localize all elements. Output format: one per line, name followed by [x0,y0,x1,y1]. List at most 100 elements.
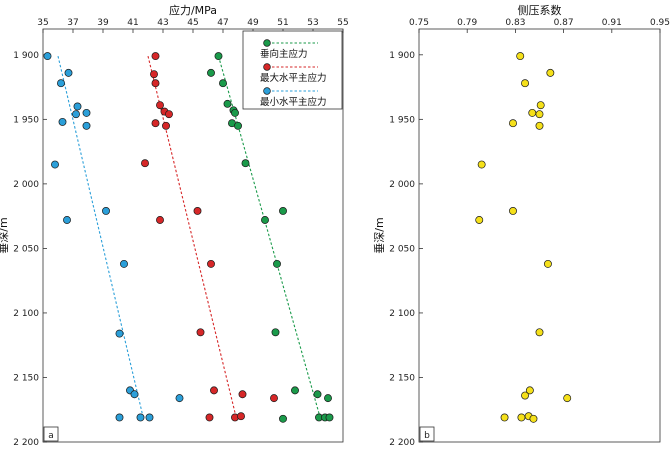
y-tick-label: 2 000 [389,180,415,190]
y-tick-label: 2 000 [13,180,39,190]
data-point [196,328,205,337]
data-point [535,328,544,337]
data-point [279,414,287,423]
data-point [528,108,537,117]
data-point [223,99,232,108]
data-point [115,413,124,422]
y-tick-label: 2 200 [389,438,415,448]
data-point [214,52,223,61]
panel-a: 应力/MPa 垂深/m 35 37 39 41 43 45 47 49 51 53 55 1 900 1 9… [0,3,349,448]
data-point [536,101,545,110]
x-tick-label: 0.79 [457,18,477,28]
data-point [509,207,517,215]
x-tick-label: 41 [127,18,138,28]
data-point [120,259,128,268]
data-point [313,390,322,399]
data-point [165,110,173,119]
data-point [543,259,552,268]
plot-frame [418,28,661,443]
x-tick-label: 55 [337,18,348,28]
legend-label: 最大水平主应力 [260,72,327,84]
data-point [241,159,250,168]
data-point [193,207,202,215]
panel-label: a [48,431,54,441]
x-tick-label: 51 [277,18,288,28]
y-tick-label: 1 950 [389,115,415,125]
y-tick-label: 2 150 [389,373,415,383]
x-tick-label: 0.91 [602,18,622,28]
panel-label-box [419,426,435,442]
data-point [175,394,184,403]
data-point [130,390,139,399]
data-point [73,102,82,111]
y-tick-label: 2 050 [389,244,415,254]
data-point [210,386,218,395]
data-point [529,414,538,423]
data-point [231,108,239,117]
y-tick-label: 2 200 [13,438,39,448]
x-tick-label: 49 [247,18,259,28]
data-point [234,121,242,130]
data-point [238,390,247,399]
x-tick-label: 0.95 [650,18,670,28]
data-point [136,413,145,422]
data-point [72,110,80,119]
data-point [237,412,245,421]
data-point [546,68,555,77]
legend-marker [263,39,271,47]
data-point [82,121,91,130]
data-point [509,119,517,128]
legend-label: 垂向主应力 [260,48,308,60]
legend-label: 最小水平主应力 [260,96,327,108]
data-point [150,70,158,79]
panel-label: b [424,431,430,441]
data-point [324,394,332,403]
x-tick-label: 53 [307,18,318,28]
data-point [219,79,227,88]
y-axis-label: 垂深/m [373,217,386,253]
y-tick-label: 1 950 [13,115,39,125]
y-tick-label: 1 900 [13,51,39,61]
data-point [43,52,52,61]
data-point [102,207,110,215]
data-point [500,413,509,422]
y-tick-label: 2 100 [13,309,39,319]
data-point [58,117,67,126]
y-tick-label: 1 900 [389,51,415,61]
data-point [271,328,280,337]
data-point [273,259,281,268]
data-point [115,329,124,338]
panel-label-box [43,426,59,442]
legend-marker [263,87,271,95]
x-tick-label: 0.87 [554,18,574,28]
trend-line [147,55,238,419]
data-point [517,413,526,422]
data-point [156,101,164,110]
data-point [325,413,334,422]
data-point [151,119,160,128]
data-point [279,207,287,215]
x-tick-label: 39 [97,18,109,28]
data-point [516,52,525,61]
data-point [151,79,160,88]
y-tick-label: 2 100 [389,309,415,319]
trend-line [57,55,145,419]
data-point [207,68,215,77]
data-point [477,160,486,169]
data-point [535,110,544,119]
x-tick-label: 35 [37,18,48,28]
data-point [270,394,278,403]
data-point [57,79,65,88]
x-tick-label: 37 [67,18,78,28]
data-point [475,216,484,224]
x-tick-label: 45 [187,18,198,28]
data-point [64,68,73,77]
data-point [207,259,215,268]
data-point [82,108,91,117]
y-tick-label: 2 050 [13,244,39,254]
data-point [151,52,160,61]
